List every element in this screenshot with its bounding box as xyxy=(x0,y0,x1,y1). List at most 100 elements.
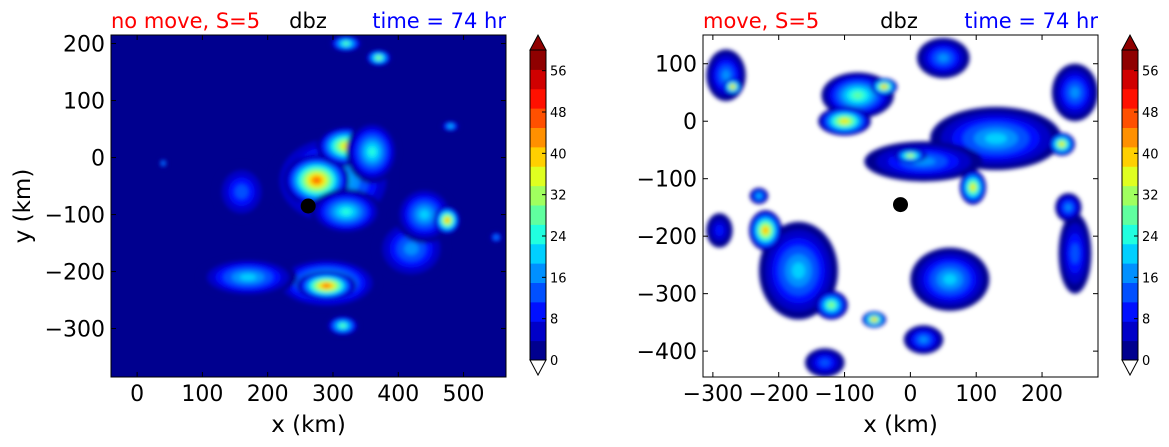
colorbar-segment xyxy=(1122,224,1138,245)
reflectivity-contour xyxy=(377,56,381,60)
right-storm-center-marker xyxy=(893,197,908,213)
colorbar-tick-label: 32 xyxy=(1142,189,1159,204)
left-title-time: time = 74 hr xyxy=(372,9,506,33)
left-title-variable: dbz xyxy=(289,9,327,33)
reflectivity-contour xyxy=(938,53,949,63)
reflectivity-contour xyxy=(882,85,886,89)
reflectivity-contour xyxy=(1070,243,1080,264)
colorbar-min-extend-arrow xyxy=(529,359,547,377)
colorbar-segment xyxy=(1122,108,1138,128)
y-tick-label: −100 xyxy=(637,168,697,193)
y-tick-label: 0 xyxy=(683,110,697,135)
colorbar-frame xyxy=(529,49,547,361)
left-plot-area xyxy=(111,35,506,377)
y-tick-label: 100 xyxy=(63,90,105,115)
right-x-ticks: −300 −200 −100 0 100 200 xyxy=(683,35,1063,407)
colorbar-segment xyxy=(1122,146,1138,167)
colorbar-segment xyxy=(1122,321,1138,342)
colorbar-segment xyxy=(530,69,546,90)
colorbar-tick-label: 40 xyxy=(550,147,567,162)
colorbar-segment xyxy=(1122,243,1138,264)
colorbar-tick-label: 56 xyxy=(1142,65,1159,80)
x-tick-label: 500 xyxy=(443,382,485,407)
y-tick-label: −300 xyxy=(45,318,105,343)
y-tick-label: −300 xyxy=(637,283,697,308)
colorbar-tick-label: 8 xyxy=(1142,313,1150,328)
colorbar-segment xyxy=(530,263,546,283)
colorbar-segment xyxy=(530,108,546,128)
x-tick-label: 300 xyxy=(312,382,354,407)
x-tick-label: 200 xyxy=(247,382,289,407)
colorbar-max-extend-arrow xyxy=(529,33,547,51)
reflectivity-contour xyxy=(344,42,349,46)
colorbar-segment xyxy=(530,166,546,187)
reflectivity-contour xyxy=(819,359,830,367)
reflectivity-contour xyxy=(829,303,834,307)
reflectivity-contour xyxy=(324,284,329,288)
reflectivity-contour xyxy=(853,92,863,99)
x-tick-label: 200 xyxy=(1021,382,1063,407)
colorbar-frame xyxy=(1121,49,1139,361)
colorbar-segment xyxy=(530,205,546,225)
reflectivity-contour xyxy=(404,242,419,256)
colorbar-tick-label: 8 xyxy=(550,313,558,328)
x-tick-label: 100 xyxy=(181,382,223,407)
left-x-ticks: 0 100 200 300 400 500 xyxy=(130,35,485,407)
x-tick-label: −200 xyxy=(748,382,808,407)
reflectivity-contour xyxy=(971,185,975,189)
right-y-ticks: 100 0 −100 −200 −300 −400 xyxy=(637,53,1098,365)
colorbar-segment xyxy=(530,321,546,342)
left-x-axis-label: x (km) xyxy=(271,412,346,438)
right-reflectivity-field xyxy=(706,37,1098,377)
left-y-axis-label: y (km) xyxy=(10,169,36,244)
colorbar-segment xyxy=(530,301,546,322)
colorbar-segment xyxy=(1122,69,1138,90)
right-title-variable: dbz xyxy=(880,9,918,33)
reflectivity-contour xyxy=(757,194,761,198)
colorbar-tick-label: 0 xyxy=(1142,354,1150,369)
reflectivity-contour xyxy=(1060,142,1064,146)
reflectivity-contour xyxy=(494,235,498,239)
colorbar-segment xyxy=(530,282,546,303)
reflectivity-contour xyxy=(722,70,730,81)
colorbar-tick-label: 16 xyxy=(550,271,567,286)
reflectivity-contour xyxy=(1070,86,1080,99)
left-y-ticks: 200 100 0 −100 −200 −300 xyxy=(45,33,506,343)
right-title-time: time = 74 hr xyxy=(964,9,1098,33)
right-plot-area xyxy=(703,35,1098,377)
reflectivity-contour xyxy=(715,224,724,237)
colorbar-segment xyxy=(530,127,546,148)
reflectivity-contour xyxy=(419,209,430,220)
y-tick-label: 100 xyxy=(655,53,697,78)
colorbar-tick-label: 0 xyxy=(550,354,558,369)
reflectivity-contour xyxy=(161,161,165,165)
left-reflectivity-field xyxy=(159,35,503,336)
colorbar-max-extend-arrow xyxy=(1121,33,1139,51)
right-x-axis-label: x (km) xyxy=(863,412,938,438)
colorbar-segment xyxy=(1122,88,1138,109)
left-title-case: no move, S=5 xyxy=(111,9,260,33)
reflectivity-contour xyxy=(1065,204,1072,211)
colorbar-tick-label: 48 xyxy=(1142,106,1159,121)
reflectivity-contour xyxy=(943,274,957,285)
x-tick-label: −300 xyxy=(683,382,743,407)
reflectivity-contour xyxy=(340,324,345,328)
reflectivity-contour xyxy=(791,262,806,279)
reflectivity-contour xyxy=(919,336,928,343)
colorbar-tick-label: 24 xyxy=(550,230,567,245)
reflectivity-contour xyxy=(872,318,876,322)
left-plot-frame xyxy=(110,34,507,378)
reflectivity-contour xyxy=(314,178,320,183)
colorbar-segment xyxy=(530,146,546,167)
colorbar-segment xyxy=(530,50,546,70)
left-storm-center-marker xyxy=(300,198,316,214)
colorbar-segment xyxy=(530,340,546,361)
colorbar-segment xyxy=(1122,185,1138,206)
y-tick-label: 0 xyxy=(91,147,105,172)
colorbar-segment xyxy=(530,224,546,245)
colorbar-segment xyxy=(1122,340,1138,361)
colorbar-segment xyxy=(530,88,546,109)
x-tick-label: 0 xyxy=(130,382,144,407)
reflectivity-contour xyxy=(731,85,735,89)
y-tick-label: −200 xyxy=(45,261,105,286)
